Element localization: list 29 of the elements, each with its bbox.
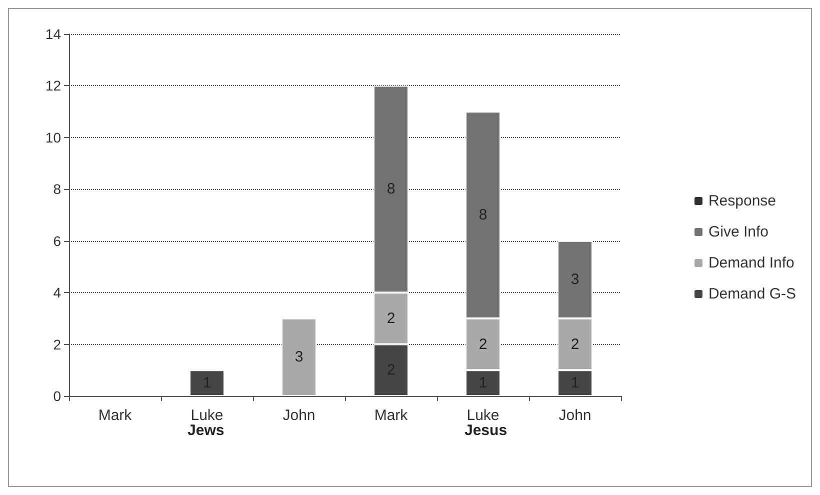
- y-tick-label: 12: [45, 78, 62, 94]
- legend-label: Give Info: [708, 224, 768, 240]
- x-tick-label: Mark: [98, 407, 132, 424]
- y-tick-label: 8: [53, 181, 62, 198]
- data-label: 8: [478, 206, 488, 224]
- text: Jesus: [464, 422, 508, 439]
- data-label: 2: [478, 336, 488, 353]
- text: Jews: [187, 422, 224, 439]
- x-tick-label: John: [282, 407, 316, 424]
- x-tick-label: Mark: [374, 407, 408, 424]
- data-label: 8: [386, 180, 396, 198]
- legend-label: Demand G-S: [708, 286, 796, 302]
- bar: [282, 318, 316, 396]
- legend-label: Response: [708, 192, 776, 210]
- x-tick-label: John: [558, 407, 592, 424]
- y-tick-label: 0: [53, 388, 62, 404]
- data-label: 2: [570, 336, 580, 353]
- bar: [190, 370, 224, 396]
- legend-label: Demand Info: [708, 254, 794, 272]
- x-tick-label: Luke: [190, 407, 224, 424]
- y-tick-label: 14: [45, 26, 62, 42]
- x-tick-label: Luke: [466, 407, 500, 424]
- data-label: 3: [570, 271, 580, 288]
- y-tick-label: 2: [53, 336, 62, 352]
- y-tick-label: 4: [53, 284, 62, 301]
- data-label: 3: [294, 348, 304, 366]
- y-tick-label: 10: [45, 129, 62, 146]
- y-tick-label: 6: [53, 232, 62, 249]
- data-label: 2: [386, 310, 396, 327]
